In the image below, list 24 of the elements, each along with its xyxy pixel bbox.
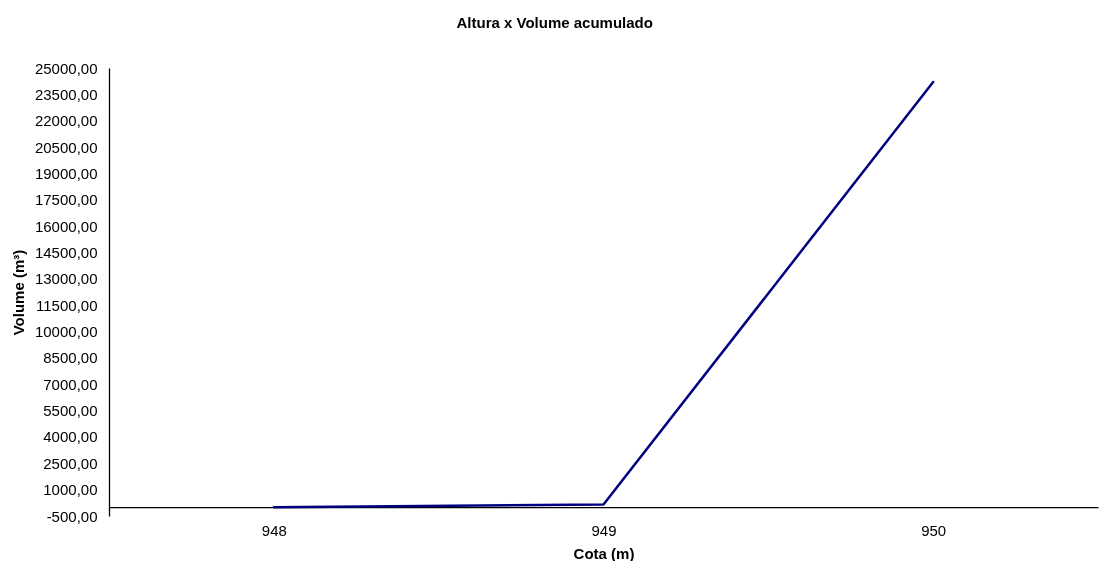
y-tick-label: 23500,00 [34,85,98,103]
y-tick-label: 1000,00 [43,481,98,499]
y-tick-label: 2500,00 [43,454,98,472]
y-tick-label: 7000,00 [43,375,98,393]
y-tick-label: 10000,00 [34,323,98,341]
y-tick-label: 11500,00 [36,296,98,314]
x-axis-title: Cota (m) [573,544,635,561]
x-tick-label: 950 [921,521,947,539]
y-tick-label: 19000,00 [34,164,98,182]
y-tick-label: 22000,00 [34,112,98,130]
y-tick-label: 20500,00 [34,138,98,156]
chart-title: Altura x Volume acumulado [456,14,653,31]
x-tick-label: 948 [261,521,287,539]
y-tick-label: -500,00 [46,507,98,525]
y-tick-label: 14500,00 [34,243,98,261]
y-tick-label: 8500,00 [43,349,98,367]
y-tick-label: 5500,00 [43,402,98,420]
y-axis-title: Volume (m³) [9,249,27,336]
y-tick-label: 4000,00 [43,428,98,446]
x-tick-label: 949 [591,521,617,539]
y-tick-label: 25000,00 [34,59,98,77]
y-tick-label: 13000,00 [34,270,98,288]
y-tick-label: 17500,00 [34,191,98,209]
y-tick-label: 16000,00 [34,217,98,235]
